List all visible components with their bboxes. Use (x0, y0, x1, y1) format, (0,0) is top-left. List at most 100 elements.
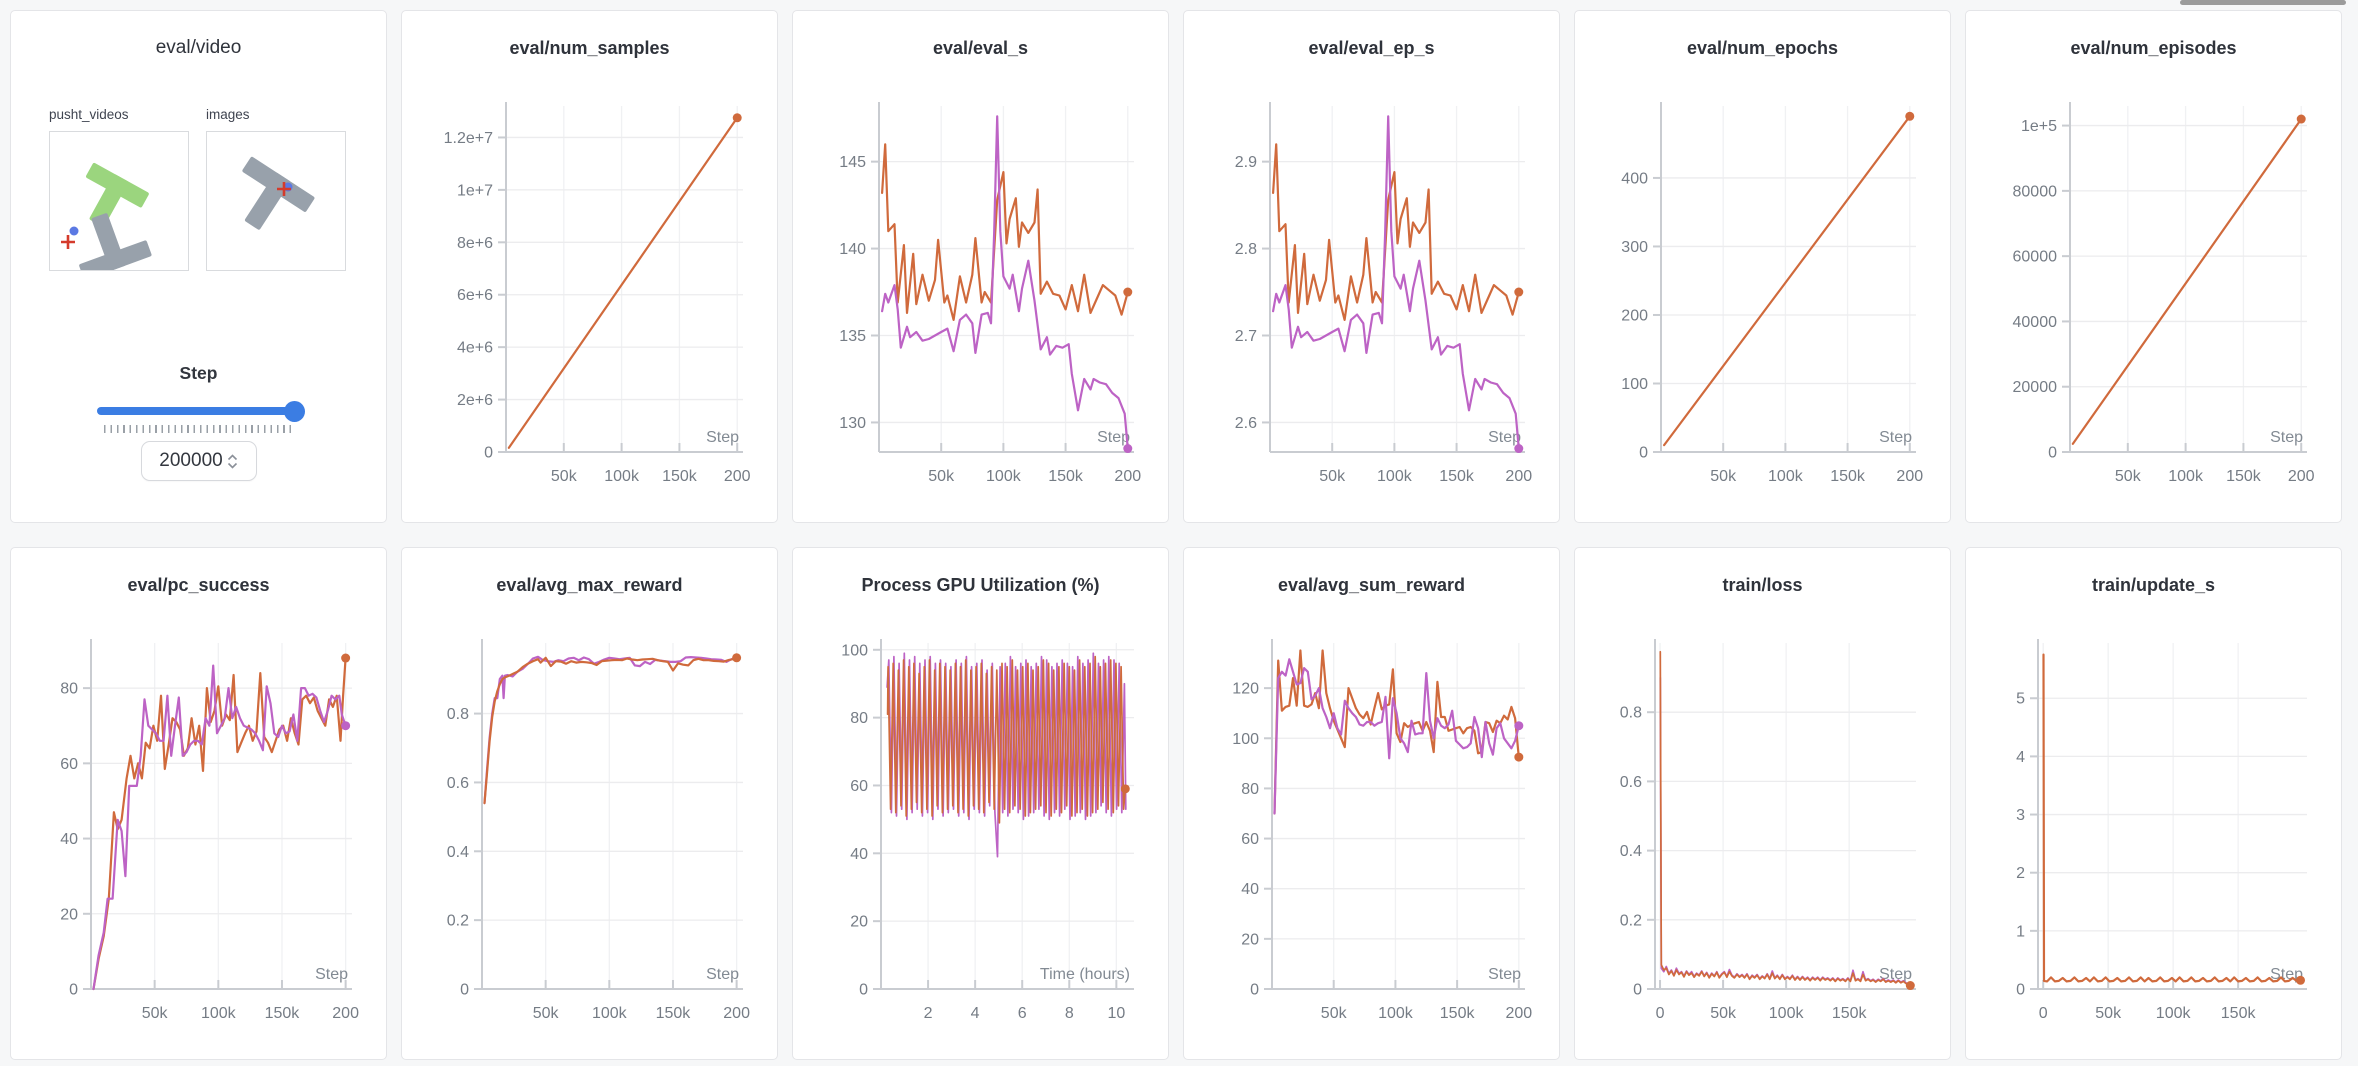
step-stepper[interactable] (227, 454, 238, 469)
chart-process-gpu-utilization[interactable]: 0 20 40 60 80 100 2 4 6 8 10 Time (hours) (793, 598, 1146, 1036)
gray-t-shape (242, 156, 315, 230)
x-tick-label: 200 (724, 468, 751, 485)
y-tick-label: 135 (839, 328, 866, 345)
chart-train-loss[interactable]: 0 0.2 0.4 0.6 0.8 0 50k 100k 150k Step (1575, 598, 1928, 1036)
series-line-orange (1271, 143, 1520, 321)
panel-train-update-s: train/update_s 0 1 2 3 4 5 0 50k 100k 150k Step (1965, 547, 2342, 1060)
chart-eval-num-epochs[interactable]: 0 100 200 300 400 50k 100k 150k 200 Step (1575, 61, 1928, 499)
x-tick-label: 150k (1440, 1005, 1476, 1022)
series-line-purple (92, 664, 347, 991)
series-end-dot-orange (1905, 981, 1915, 991)
panel-eval-avg-max-reward: eval/avg_max_reward 0 0.2 0.4 0.6 0.8 50k 100k… (401, 547, 778, 1060)
x-axis-label: Step (1879, 966, 1912, 983)
panel-eval-num-samples: eval/num_samples 0 2e+6 4e+6 6e+6 8e+6 1e+7 1.… (401, 10, 778, 523)
series-line-orange (2042, 653, 2302, 983)
chart-eval-pc-success[interactable]: 0 20 40 60 80 50k 100k 150k 200 Step (11, 598, 364, 1036)
y-tick-label: 4 (2016, 749, 2025, 766)
series-end-dot-purple (341, 721, 351, 731)
chart-eval-num-samples[interactable]: 0 2e+6 4e+6 6e+6 8e+6 1e+7 1.2e+7 50k 100k 150k 20… (402, 61, 755, 499)
x-axis-label: Time (hours) (1040, 966, 1130, 983)
images-label: images (206, 107, 250, 122)
panel-eval-pc-success: eval/pc_success 0 20 40 60 80 50k 100k 150k 200 S… (10, 547, 387, 1060)
y-tick-label: 2.6 (1235, 415, 1257, 432)
y-tick-label: 6e+6 (457, 287, 493, 304)
chart-eval-avg-sum-reward[interactable]: 0 20 40 60 80 100 120 50k 100k 150k 200 Step (1184, 598, 1537, 1036)
chart-eval-eval-ep-s[interactable]: 2.6 2.7 2.8 2.9 50k 100k 150k 200 Step (1184, 61, 1537, 499)
series-line-orange (1273, 649, 1520, 815)
series-end-dot-orange (732, 653, 742, 663)
x-tick-label: 50k (533, 1005, 560, 1022)
y-tick-label: 0.2 (1620, 912, 1642, 929)
y-tick-label: 100 (1621, 376, 1648, 393)
y-tick-label: 145 (839, 154, 866, 171)
x-tick-label: 200 (1505, 468, 1532, 485)
panel-eval-num-episodes: eval/num_episodes 0 20000 40000 60000 80000 1… (1965, 10, 2342, 523)
horizontal-scrollbar-thumb[interactable] (2180, 0, 2346, 5)
x-axis-label: Step (1488, 966, 1521, 983)
x-tick-label: 200 (1896, 468, 1923, 485)
y-tick-label: 400 (1621, 170, 1648, 187)
x-tick-label: 50k (1710, 468, 1737, 485)
x-tick-label: 100k (2168, 468, 2204, 485)
y-tick-label: 8e+6 (457, 235, 493, 252)
chart-title: eval/pc_success (127, 575, 270, 595)
step-slider-track[interactable] (96, 407, 301, 415)
y-tick-label: 0 (69, 982, 78, 999)
chart-title: eval/avg_max_reward (496, 575, 683, 595)
panel-train-loss: train/loss 0 0.2 0.4 0.6 0.8 0 50k 100k 150k Step (1574, 547, 1951, 1060)
x-tick-label: 150k (1439, 468, 1475, 485)
y-tick-label: 300 (1621, 239, 1648, 256)
media-labels: pusht_videos images (49, 107, 348, 122)
y-tick-label: 100 (1232, 731, 1259, 748)
pusht-videos-label: pusht_videos (49, 107, 129, 122)
y-tick-label: 0 (2048, 445, 2057, 462)
y-tick-label: 130 (839, 415, 866, 432)
x-tick-label: 150k (2226, 468, 2262, 485)
step-input[interactable]: 200000 (140, 441, 257, 481)
chevron-up-icon[interactable] (227, 454, 238, 461)
x-tick-label: 200 (1114, 468, 1141, 485)
y-tick-label: 200 (1621, 307, 1648, 324)
x-tick-label: 50k (2115, 468, 2142, 485)
series-line-orange (886, 655, 1127, 824)
y-tick-label: 0.4 (1620, 843, 1642, 860)
x-tick-label: 50k (551, 468, 578, 485)
step-slider-thumb[interactable] (283, 401, 305, 422)
y-tick-label: 120 (1232, 681, 1259, 698)
y-tick-label: 40 (850, 846, 868, 863)
y-tick-label: 0.6 (1620, 774, 1642, 791)
target-cross-icon (277, 182, 291, 196)
y-tick-label: 0 (1639, 445, 1648, 462)
step-slider[interactable] (96, 401, 305, 422)
chart-title: Process GPU Utilization (%) (861, 575, 1100, 595)
pusht-video-thumbnail[interactable] (49, 131, 189, 280)
x-tick-label: 4 (971, 1005, 980, 1022)
y-tick-label: 20 (60, 906, 78, 923)
y-tick-label: 60000 (2013, 249, 2058, 266)
chevron-down-icon[interactable] (227, 462, 238, 469)
y-tick-label: 80 (1241, 781, 1259, 798)
chart-eval-eval-s[interactable]: 130 135 140 145 50k 100k 150k 200 Step (793, 61, 1146, 499)
series-end-dot-orange (1905, 111, 1915, 121)
y-tick-label: 3 (2016, 807, 2025, 824)
x-tick-label: 50k (928, 468, 955, 485)
series-end-dot-orange (341, 653, 351, 663)
series-line-orange (1659, 650, 1912, 987)
x-tick-label: 50k (2095, 1005, 2122, 1022)
y-tick-label: 2e+6 (457, 392, 493, 409)
green-t-shape (86, 162, 149, 227)
agent-dot-icon (69, 226, 79, 236)
panel-eval-eval-ep-s: eval/eval_ep_s 2.6 2.7 2.8 2.9 50k 100k 150k 20… (1183, 10, 1560, 523)
y-tick-label: 2.9 (1235, 154, 1257, 171)
images-thumbnail[interactable] (206, 131, 346, 271)
series-line-orange (92, 656, 347, 991)
x-tick-label: 200 (2288, 468, 2315, 485)
y-tick-label: 0.8 (1620, 705, 1642, 722)
x-tick-label: 8 (1065, 1005, 1074, 1022)
series-end-dot-orange (1123, 287, 1133, 297)
chart-eval-avg-max-reward[interactable]: 0 0.2 0.4 0.6 0.8 50k 100k 150k 200 Step (402, 598, 755, 1036)
x-tick-label: 50k (1710, 1005, 1737, 1022)
y-tick-label: 0 (484, 445, 493, 462)
chart-eval-num-episodes[interactable]: 0 20000 40000 60000 80000 1e+5 50k 100k 150k 200 S… (1966, 61, 2319, 499)
